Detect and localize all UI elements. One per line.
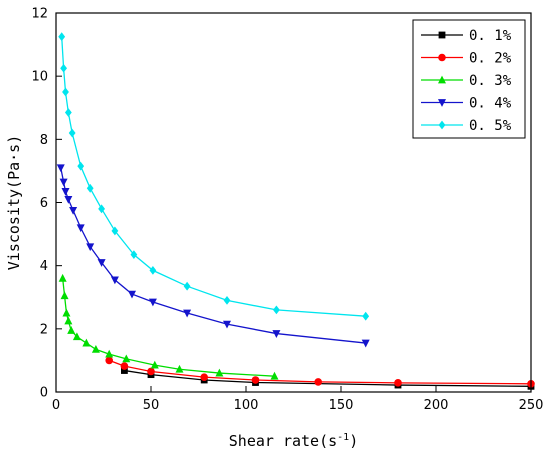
series-2-point [314,378,323,386]
legend-label-1: 0. 1% [469,28,512,44]
series-3-point [62,308,71,317]
series-4-point [148,298,157,307]
series-4-point [183,309,192,318]
series-4-line [60,167,366,344]
y-tick-label-6: 6 [40,196,48,211]
legend-marker-3 [438,75,446,84]
x-tick-label-200: 200 [424,398,449,413]
legend-marker-5 [438,120,446,130]
series-5-point [362,311,370,321]
series-5 [58,32,370,321]
series-3-point [64,316,73,325]
series-5-point [58,32,66,42]
series-3-point [91,344,100,353]
series-5-point [149,266,157,275]
series-5-point [77,161,85,171]
series-3-point [215,368,224,377]
ticks-layer: 0 50 100 150 200 250 0 2 4 6 8 10 12 [31,7,543,414]
series-3-point [175,364,184,373]
series-5-point [86,183,94,193]
series-1 [121,367,535,390]
series-4-point [110,276,119,285]
series-3-point [58,273,67,282]
series-4-point [86,243,95,252]
legend-label-3: 0. 3% [469,73,512,89]
x-tick-label-0: 0 [52,398,60,413]
legend-label-4: 0. 4% [469,96,512,112]
series-2-line [108,359,532,385]
series-4-point [59,178,68,187]
series-5-point [62,87,69,97]
series-3-point [150,360,159,369]
series-5-point [223,296,231,305]
x-axis-label: Shear rate(s-1) [229,432,358,450]
series-5-point [183,281,191,291]
series-3-point [60,291,69,300]
series-4-point [64,195,73,204]
series-2-point [105,356,113,365]
series-3-point [72,332,81,341]
y-tick-label-10: 10 [31,70,48,85]
x-axis-label-sup: -1 [337,432,349,443]
series-4 [56,164,370,348]
series-2-point [394,379,402,387]
series-4-point [128,290,136,299]
series-5-point [98,204,105,214]
series-3 [58,273,279,380]
series-4-point [61,188,70,196]
y-tick-label-0: 0 [40,386,48,401]
series-4-point [361,339,370,348]
series-4-point [223,320,231,329]
series-layer [56,32,535,390]
y-axis-label: Viscosity(Pa·s) [5,135,23,270]
x-tick-label-150: 150 [329,398,354,413]
legend-marker-4 [438,99,446,107]
series-3-point [67,326,76,334]
series-5-point [64,108,72,117]
series-5-point [68,128,76,138]
x-axis-label-close: ) [349,432,358,450]
series-2-point [251,376,260,384]
legend-label-2: 0. 2% [469,51,512,67]
series-3-point [270,371,279,380]
series-2-point [120,362,129,370]
series-2-point [147,367,155,376]
series-4-point [69,206,78,215]
y-tick-label-4: 4 [40,259,48,274]
series-3-point [105,349,114,358]
series-1-point [121,367,128,374]
series-3-point [82,338,91,347]
y-tick-label-12: 12 [31,7,48,22]
series-5-point [60,63,67,73]
series-5-point [130,250,138,260]
series-4-point [76,224,85,233]
x-axis-label-main: Shear rate(s [229,432,337,450]
y-tick-label-2: 2 [40,322,48,337]
legend: 0. 1% 0. 2% 0. 3% 0. 4% 0. 5% [412,19,526,139]
series-5-point [111,226,119,236]
series-5-point [273,305,280,315]
series-4-point [272,330,281,338]
series-4-point [97,259,106,267]
legend-box [412,19,526,139]
x-tick-label-250: 250 [519,398,544,413]
series-4-point [56,164,65,173]
series-3-point [122,354,131,363]
series-2-point [200,373,208,381]
series-2 [105,356,535,388]
series-5-line [61,36,366,317]
series-1-line [124,369,532,387]
y-tick-label-8: 8 [40,133,48,148]
legend-marker-1 [438,31,446,39]
legend-label-5: 0. 5% [469,118,512,134]
x-tick-label-50: 50 [143,398,160,413]
x-tick-label-100: 100 [234,398,259,413]
legend-marker-2 [438,53,446,62]
